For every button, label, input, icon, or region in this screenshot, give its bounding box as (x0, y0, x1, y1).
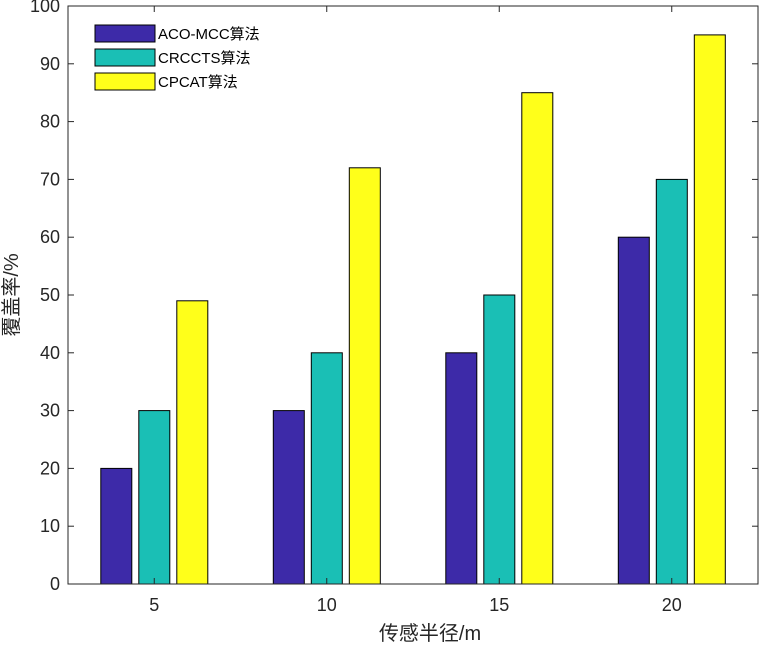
bar-series-2-10 (310, 352, 343, 585)
y-tick-label: 100 (30, 0, 60, 16)
legend-label-1: ACO-MCC算法 (158, 25, 260, 43)
bar-series-2-15 (483, 294, 516, 585)
bar-series-1-5 (100, 467, 133, 585)
y-axis-label: 覆盖率/% (0, 253, 23, 337)
bar-series-2-5 (138, 410, 171, 585)
y-tick-label: 0 (50, 574, 60, 594)
x-tick-label: 10 (317, 595, 337, 615)
y-tick-label: 40 (40, 343, 60, 363)
legend-label-2: CRCCTS算法 (158, 49, 251, 67)
legend-swatch-2 (94, 48, 156, 67)
bar-series-3-20 (693, 34, 726, 585)
legend-swatch-1 (94, 24, 156, 43)
bar-series-1-10 (272, 410, 305, 585)
y-tick-label: 80 (40, 112, 60, 132)
x-axis-label: 传感半径/m (379, 622, 481, 645)
y-tick-label: 10 (40, 516, 60, 536)
y-tick-label: 70 (40, 169, 60, 189)
x-tick-label: 20 (662, 595, 682, 615)
y-tick-label: 90 (40, 54, 60, 74)
legend: ACO-MCC算法 CRCCTS算法 CPCAT算法 (94, 24, 260, 91)
x-tick-label: 5 (149, 595, 159, 615)
y-tick-label: 50 (40, 285, 60, 305)
bar-series-1-15 (445, 352, 478, 585)
bar-series-3-10 (348, 167, 381, 585)
bar-series-2-20 (655, 178, 688, 585)
y-tick-label: 60 (40, 227, 60, 247)
bars-layer (100, 34, 726, 585)
y-tick-label: 30 (40, 401, 60, 421)
bar-series-3-15 (521, 92, 554, 585)
x-tick-label: 15 (489, 595, 509, 615)
plot-frame (67, 5, 759, 585)
legend-swatch-3 (94, 72, 156, 91)
y-tick-label: 20 (40, 458, 60, 478)
bar-series-3-5 (176, 300, 209, 585)
bar-series-1-20 (617, 236, 650, 585)
legend-label-3: CPCAT算法 (158, 73, 238, 91)
axes-layer: 0 10 20 30 40 50 60 70 80 90 100 5 10 15 20 (30, 0, 759, 615)
